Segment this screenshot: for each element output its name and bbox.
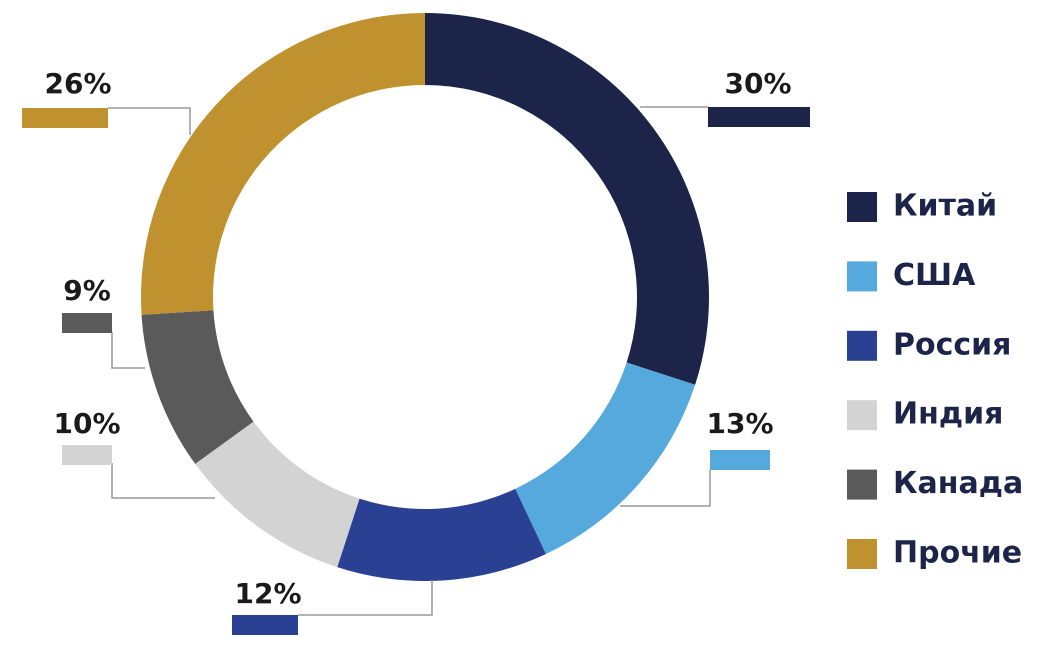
donut-slice (141, 13, 425, 315)
value-label: 26% (44, 67, 111, 100)
legend-label: Китай (893, 189, 997, 224)
legend-label: Индия (893, 397, 1003, 432)
label-bar (232, 615, 298, 635)
label-bar (708, 107, 810, 127)
legend: Китай США Россия Индия Канада Прочие (847, 189, 1023, 571)
leader-line (108, 107, 191, 135)
value-label: 12% (234, 577, 301, 610)
legend-swatch (847, 469, 877, 500)
donut-slice (515, 362, 696, 554)
label-bar (62, 445, 112, 465)
label-bar (22, 108, 108, 128)
value-labels: 30% 13% 12% 10% 9% 26% (22, 67, 810, 635)
leader-line (298, 580, 433, 616)
label-bar (62, 313, 112, 333)
legend-label: США (893, 258, 976, 293)
value-label: 10% (53, 407, 120, 440)
legend-swatch (847, 400, 877, 431)
legend-swatch (847, 539, 877, 569)
donut-slice (195, 421, 360, 568)
leader-line (620, 470, 711, 507)
value-label: 13% (706, 407, 773, 440)
legend-swatch (847, 330, 877, 361)
donut-slice (337, 488, 546, 581)
legend-label: Канада (893, 466, 1023, 501)
value-label: 9% (63, 274, 111, 307)
label-bar (710, 450, 770, 470)
legend-swatch (847, 192, 877, 222)
legend-label: Россия (893, 327, 1011, 362)
legend-label: Прочие (893, 536, 1022, 571)
leader-line (111, 332, 145, 369)
leader-line (111, 463, 215, 499)
donut (141, 13, 709, 581)
donut-slice (425, 13, 709, 385)
legend-swatch (847, 261, 877, 292)
donut-slice (141, 310, 254, 464)
value-label: 30% (724, 67, 791, 100)
